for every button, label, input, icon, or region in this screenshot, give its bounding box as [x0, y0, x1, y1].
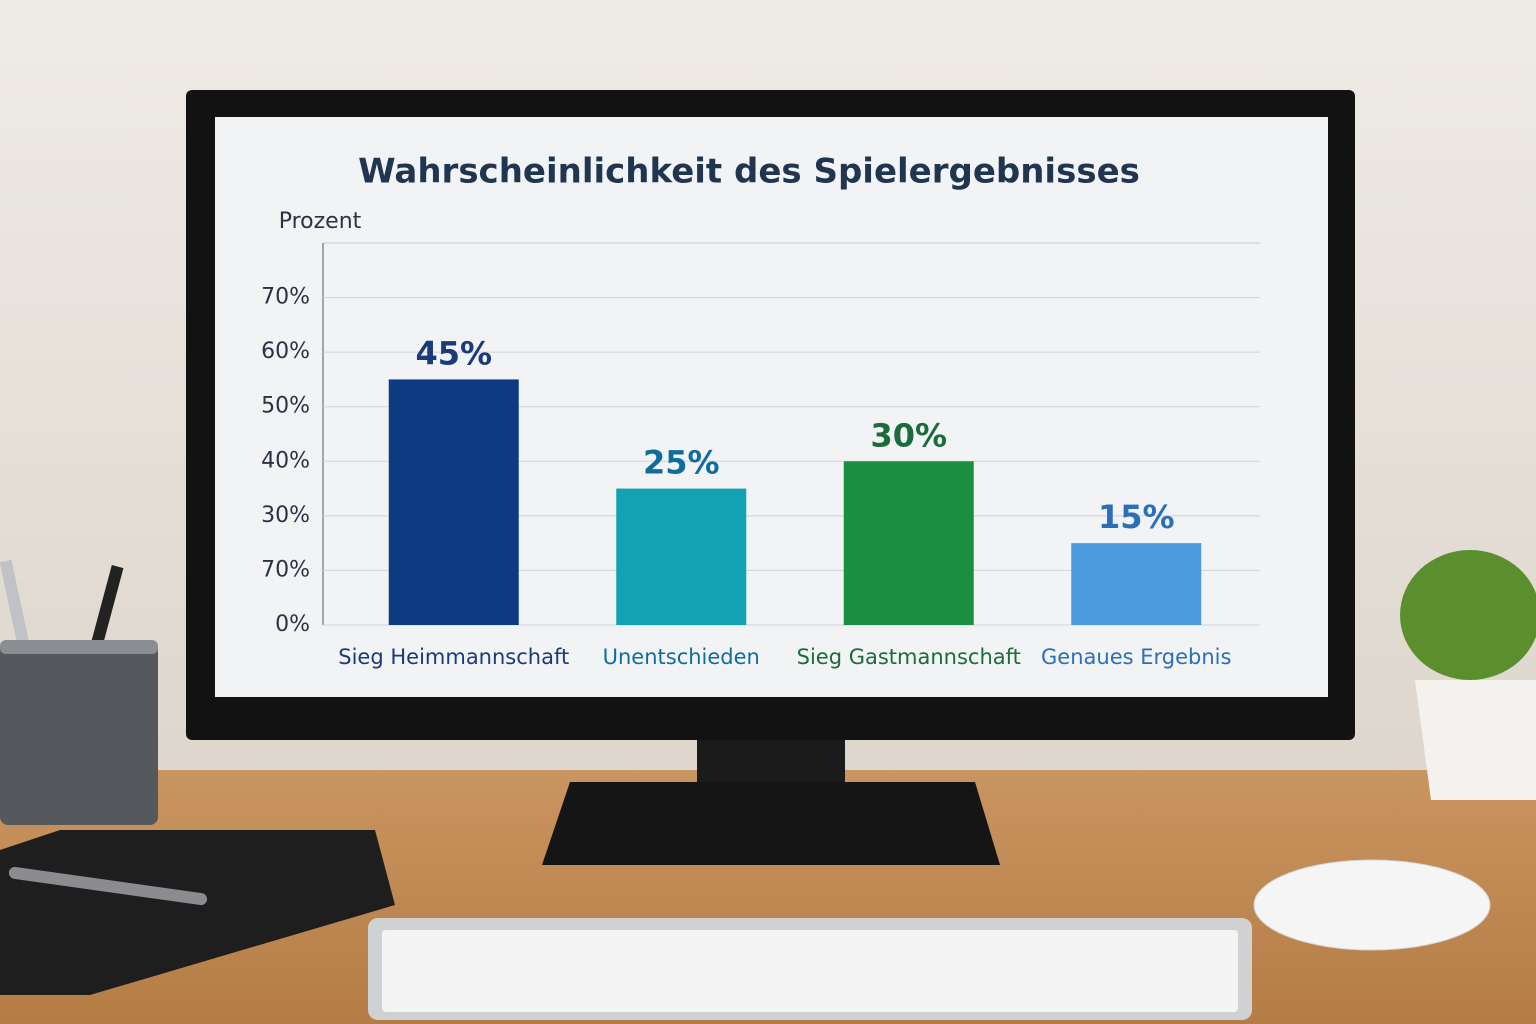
- value-label: 30%: [870, 416, 947, 454]
- pen: [0, 559, 33, 661]
- monitor-base: [542, 782, 1000, 865]
- y-tick-label: 60%: [261, 339, 310, 364]
- notebook: [0, 830, 395, 995]
- y-tick-label: 40%: [261, 448, 310, 473]
- y-tick-label: 50%: [261, 394, 310, 419]
- keyboard-keys: [382, 930, 1238, 1012]
- y-tick-label: 0%: [275, 612, 310, 637]
- value-label: 15%: [1098, 498, 1175, 536]
- plant: [1400, 550, 1536, 680]
- chart-title: Wahrscheinlichkeit des Spielergebnisses: [358, 152, 1140, 192]
- y-tick-label: 70%: [261, 557, 310, 582]
- bar: [843, 461, 974, 625]
- bar: [616, 488, 747, 625]
- value-label: 45%: [415, 334, 492, 372]
- x-tick-label: Sieg Heimmannschaft: [338, 645, 569, 669]
- pen-cup-rim: [0, 640, 158, 654]
- bar: [1071, 543, 1202, 625]
- pen: [88, 564, 124, 656]
- y-tick-label: 70%: [261, 285, 310, 310]
- value-label: 25%: [643, 444, 720, 482]
- y-axis-label: Prozent: [279, 209, 362, 234]
- plant-pot: [1415, 680, 1536, 800]
- x-tick-label: Unentschieden: [603, 645, 760, 669]
- y-tick-label: 30%: [261, 503, 310, 528]
- x-tick-label: Sieg Gastmannschaft: [797, 645, 1021, 669]
- notebook-pen: [8, 866, 208, 906]
- bar: [388, 379, 519, 625]
- mouse: [1253, 859, 1491, 951]
- x-tick-label: Genaues Ergebnis: [1041, 645, 1231, 669]
- pen-cup: [0, 640, 158, 825]
